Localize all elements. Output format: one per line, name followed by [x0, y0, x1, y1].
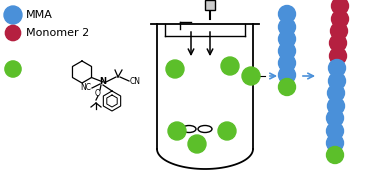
- Circle shape: [279, 30, 295, 47]
- Circle shape: [221, 57, 239, 75]
- Circle shape: [329, 60, 346, 77]
- Text: N: N: [100, 77, 107, 87]
- FancyBboxPatch shape: [205, 0, 215, 10]
- Circle shape: [326, 146, 344, 163]
- Circle shape: [330, 22, 347, 40]
- Circle shape: [328, 98, 344, 115]
- Text: MMA: MMA: [26, 10, 53, 20]
- Circle shape: [218, 122, 236, 140]
- Circle shape: [5, 25, 20, 41]
- Circle shape: [279, 5, 295, 22]
- Circle shape: [328, 84, 344, 101]
- Text: O: O: [95, 88, 101, 98]
- Circle shape: [242, 67, 260, 85]
- Circle shape: [332, 0, 348, 15]
- Circle shape: [279, 78, 295, 95]
- Text: CN: CN: [130, 77, 141, 85]
- Circle shape: [279, 19, 295, 36]
- Circle shape: [5, 61, 21, 77]
- Circle shape: [279, 54, 295, 71]
- Circle shape: [326, 122, 344, 139]
- Circle shape: [326, 135, 344, 152]
- Circle shape: [326, 109, 344, 126]
- Circle shape: [329, 47, 347, 64]
- Text: NC: NC: [80, 84, 91, 92]
- Circle shape: [329, 35, 347, 51]
- Circle shape: [279, 67, 295, 84]
- Text: Monomer 2: Monomer 2: [26, 28, 89, 38]
- Circle shape: [168, 122, 186, 140]
- Circle shape: [329, 73, 346, 90]
- Circle shape: [332, 11, 348, 28]
- Circle shape: [166, 60, 184, 78]
- Circle shape: [4, 6, 22, 24]
- Circle shape: [279, 43, 295, 60]
- Circle shape: [188, 135, 206, 153]
